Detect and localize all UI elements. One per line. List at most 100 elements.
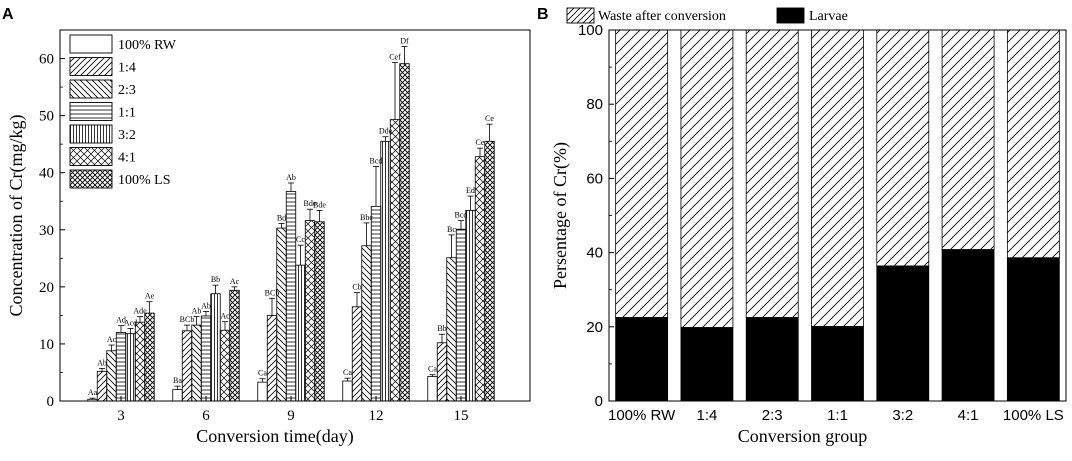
bar-a-5-1 <box>125 333 136 402</box>
sig-label-a-4-3: Ab <box>286 173 296 182</box>
sig-label-a-2-3: BCb <box>265 288 280 297</box>
bar-a-5-5 <box>465 209 476 402</box>
sig-label-a-7-3: Bde <box>313 200 326 209</box>
x-tick-label-a-4: 15 <box>454 408 469 424</box>
legend-label-a-3: 2:3 <box>118 83 136 98</box>
legend-swatch-a-6 <box>69 147 113 166</box>
legend-swatch-a-3 <box>69 79 113 99</box>
x-tick-label-b-0: 100% RW <box>608 407 676 424</box>
x-tick-label-b-3: 1:1 <box>827 407 848 424</box>
sig-label-a-1-1: Aa <box>88 388 98 397</box>
legend-label-b-1: Waste after conversion <box>598 9 726 24</box>
sig-label-a-1-3: Ca <box>258 369 267 378</box>
bar-a-5-3 <box>295 264 306 402</box>
y-tick-label-b-3: 60 <box>586 170 603 187</box>
y-tick-label-a-5: 50 <box>39 109 54 125</box>
x-tick-label-a-0: 3 <box>117 408 125 424</box>
x-tick-label-b-4: 3:2 <box>892 407 913 424</box>
bar-b-waste-1 <box>615 29 669 318</box>
sig-label-a-6-3: Bde <box>304 199 317 208</box>
bar-b-larvae-1 <box>615 317 669 402</box>
bar-a-7-2 <box>229 289 240 402</box>
bar-a-1-5 <box>427 376 438 402</box>
x-tick-label-b-2: 2:3 <box>762 407 783 424</box>
sig-label-a-4-4: Bcd <box>370 156 383 165</box>
bar-a-3-5 <box>446 257 457 402</box>
sig-label-a-7-1: Ae <box>145 292 155 301</box>
sig-label-a-2-5: Bb <box>437 324 446 333</box>
sig-label-a-6-2: Ac <box>220 312 230 321</box>
bar-a-5-2 <box>210 293 221 402</box>
y-tick-label-a-1: 10 <box>39 337 54 353</box>
plot-frame-a <box>59 29 531 402</box>
sig-label-a-1-4: Ca <box>343 368 352 377</box>
legend-swatch-a-4 <box>69 102 113 121</box>
bar-a-3-3 <box>276 227 287 402</box>
sig-label-a-5-1: Acd <box>124 319 137 328</box>
sig-label-a-2-4: Cb <box>352 283 361 292</box>
sig-label-a-3-3: Bd <box>277 213 286 222</box>
bar-a-1-4 <box>342 380 353 402</box>
sig-label-a-7-4: Df <box>400 37 409 46</box>
sig-label-a-2-1: Ab <box>97 358 107 367</box>
bar-a-4-4 <box>370 205 382 402</box>
x-tick-label-b-6: 100% LS <box>1003 407 1064 424</box>
y-tick-label-a-0: 0 <box>47 394 55 410</box>
legend-swatch-a-2 <box>69 57 113 76</box>
sig-label-a-7-2: Ac <box>230 277 240 286</box>
bar-b-larvae-6 <box>941 249 995 402</box>
legend-label-a-1: 100% RW <box>118 38 177 53</box>
bar-a-7-5 <box>484 140 495 402</box>
y-tick-label-b-4: 80 <box>586 96 603 113</box>
x-tick-label-a-2: 9 <box>287 408 295 424</box>
bar-b-waste-5 <box>876 29 930 267</box>
legend-swatch-b-2 <box>776 7 805 24</box>
x-axis-label-b: Conversion group <box>738 426 868 446</box>
bar-a-6-1 <box>134 321 146 402</box>
legend-swatch-b-1 <box>566 7 595 24</box>
bar-a-6-3 <box>304 220 316 402</box>
bar-b-waste-2 <box>680 29 734 328</box>
legend-swatch-a-7 <box>69 169 113 189</box>
bar-a-4-3 <box>285 191 297 402</box>
y-tick-label-b-0: 0 <box>595 393 603 410</box>
y-tick-label-a-2: 20 <box>39 280 54 296</box>
bar-a-1-2 <box>172 389 183 402</box>
bar-a-6-5 <box>474 156 486 402</box>
legend-label-a-2: 1:4 <box>118 61 136 76</box>
bar-a-2-2 <box>181 330 193 402</box>
bar-a-4-5 <box>455 228 467 402</box>
bar-a-2-5 <box>436 342 448 402</box>
sig-label-a-1-5: Ca <box>428 365 437 374</box>
y-tick-label-b-5: 100 <box>578 22 603 39</box>
bar-b-waste-4 <box>811 29 864 327</box>
bar-a-2-4 <box>351 306 363 402</box>
bar-b-larvae-4 <box>811 326 864 402</box>
bar-a-6-2 <box>219 329 231 402</box>
sig-label-a-1-2: Ba <box>173 376 182 385</box>
sig-label-a-3-4: Bbc <box>360 213 373 222</box>
legend-label-a-4: 1:1 <box>118 106 136 121</box>
legend-label-a-6: 4:1 <box>118 151 136 166</box>
bar-b-waste-6 <box>941 29 995 251</box>
y-tick-label-a-3: 30 <box>39 223 54 239</box>
sig-label-a-5-3: Cc <box>296 235 305 244</box>
x-tick-label-a-3: 12 <box>369 408 384 424</box>
sig-label-a-6-4: Cef <box>389 53 401 62</box>
bar-b-larvae-3 <box>745 317 799 402</box>
bar-a-7-3 <box>314 221 325 402</box>
y-tick-label-a-4: 40 <box>39 166 54 182</box>
sig-label-a-3-2: Ab <box>192 307 202 316</box>
bar-b-waste-7 <box>1006 29 1060 259</box>
bar-a-5-4 <box>380 140 391 402</box>
sig-label-a-3-1: Ac <box>107 335 117 344</box>
bar-a-3-2 <box>191 324 202 402</box>
bar-b-larvae-7 <box>1006 257 1060 402</box>
bar-b-larvae-5 <box>876 265 930 402</box>
sig-label-a-2-2: BCb <box>180 315 195 324</box>
bar-a-2-1 <box>96 370 108 402</box>
bar-a-7-4 <box>399 63 410 402</box>
panel-a-letter: A <box>2 6 14 23</box>
